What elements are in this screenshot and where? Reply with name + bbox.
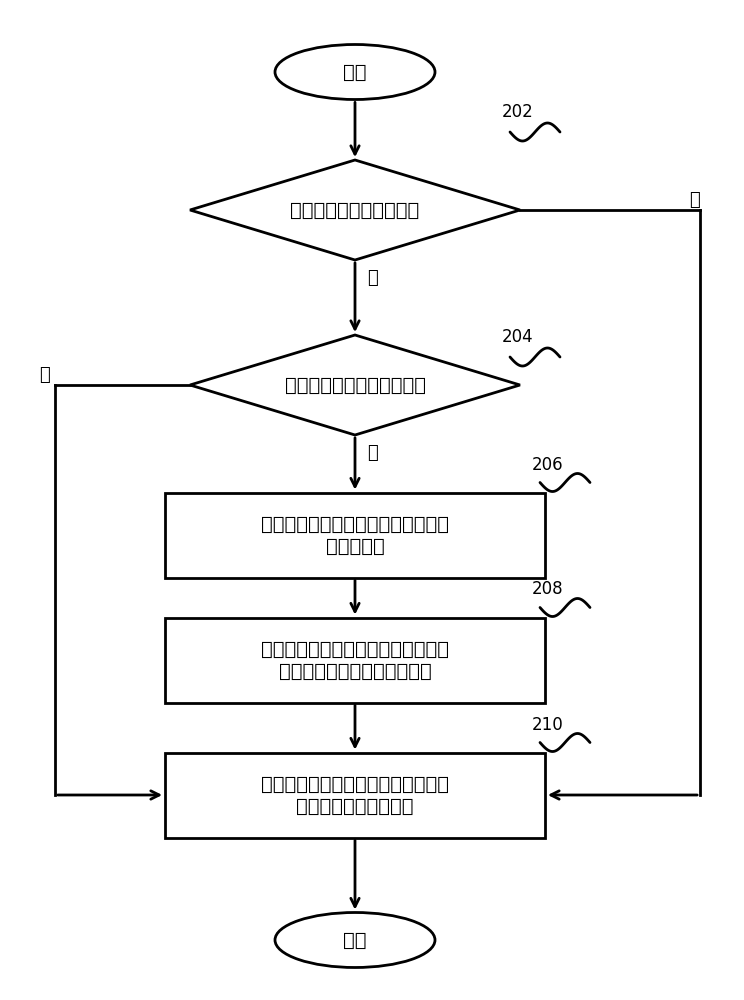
- Text: 终端将自动应答信息播放给对方，播
放完毕后断开通话链路: 终端将自动应答信息播放给对方，播 放完毕后断开通话链路: [261, 774, 449, 816]
- Text: 是否开启了自动应答开关: 是否开启了自动应答开关: [290, 200, 420, 220]
- Text: 206: 206: [532, 456, 564, 474]
- Ellipse shape: [275, 912, 435, 968]
- Text: 是: 是: [368, 269, 379, 287]
- Text: 210: 210: [532, 716, 564, 734]
- Text: 否: 否: [39, 366, 51, 384]
- Text: 数据库自动检索暗示信息所匹配的自
动应答信息: 数据库自动检索暗示信息所匹配的自 动应答信息: [261, 514, 449, 556]
- Bar: [165, 752, 545, 838]
- Text: 是: 是: [368, 444, 379, 462]
- Text: 终端将通话界面显示为通话挂断时的
界面，但保持实际的通话链路: 终端将通话界面显示为通话挂断时的 界面，但保持实际的通话链路: [261, 640, 449, 680]
- Polygon shape: [190, 160, 520, 260]
- Text: 是否检测到预设的暗示信息: 是否检测到预设的暗示信息: [284, 375, 426, 394]
- Text: 202: 202: [502, 103, 534, 121]
- Text: 否: 否: [690, 191, 700, 209]
- Bar: [165, 617, 545, 702]
- Ellipse shape: [275, 44, 435, 100]
- Text: 208: 208: [532, 580, 564, 598]
- Text: 204: 204: [502, 328, 533, 346]
- Text: 开始: 开始: [343, 62, 367, 82]
- Bar: [165, 492, 545, 578]
- Text: 结束: 结束: [343, 930, 367, 950]
- Polygon shape: [190, 335, 520, 435]
